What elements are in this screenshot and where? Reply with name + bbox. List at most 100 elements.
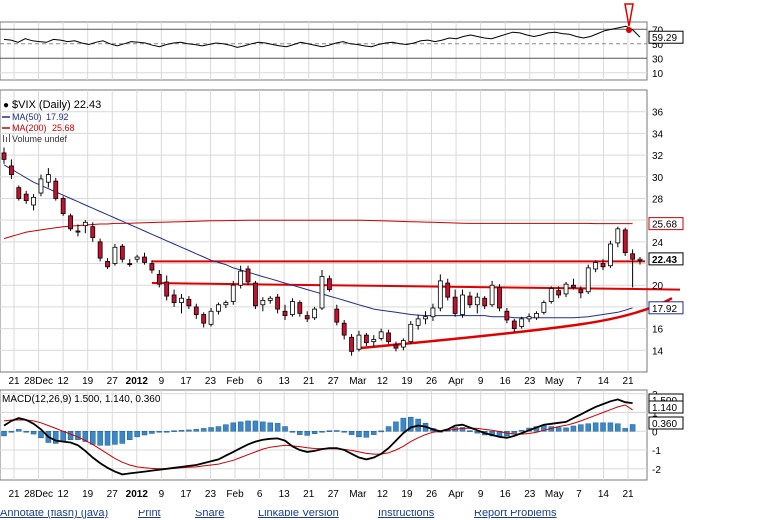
macd-histogram-bar (363, 431, 370, 438)
candle-body (378, 331, 384, 339)
macd-histogram-bar (112, 431, 118, 445)
price-x-tick-label: 28Dec (24, 376, 53, 387)
candle-body (526, 316, 532, 320)
candle-body (615, 228, 621, 244)
macd-histogram-bar (393, 421, 399, 432)
price-y-tick-label: 24 (652, 238, 664, 249)
report-problems-link[interactable]: Report Problems (474, 510, 557, 519)
macd-x-tick-label: Mar (349, 489, 367, 500)
macd-y-tick-label: -1 (652, 446, 661, 457)
share-link[interactable]: Share (195, 510, 225, 519)
price-value-label: 25.68 (652, 220, 677, 231)
macd-histogram-bar (356, 431, 362, 438)
rising-trendline (358, 297, 673, 350)
ma50-legend-name: MA(50) (12, 112, 42, 122)
candle-body (571, 284, 576, 288)
candle-body (112, 246, 118, 264)
candle-body (356, 334, 362, 350)
macd-histogram-bar (385, 426, 392, 432)
macd-value-box (648, 400, 684, 414)
ma50-line (3, 164, 633, 319)
price-x-tick-label: Feb (226, 376, 244, 387)
macd-histogram-bar (82, 431, 89, 442)
candle-body (489, 284, 495, 306)
macd-y-tick-label: -2 (652, 465, 661, 476)
macd-histogram-bar (585, 423, 591, 432)
macd-histogram-bar (119, 431, 126, 444)
candle-body (482, 297, 488, 307)
macd-value-box (648, 416, 684, 430)
macd-x-tick-label: 28Dec (24, 489, 53, 500)
macd-histogram-bar (407, 416, 414, 432)
macd-histogram-bar (30, 431, 37, 435)
candle-body (253, 282, 258, 307)
price-x-tick-label: 19 (82, 376, 94, 387)
candle-body (556, 290, 562, 296)
macd-histogram-bar (149, 431, 155, 434)
candle-body (16, 187, 22, 199)
macd-histogram-bar (555, 427, 562, 432)
candle-body (474, 296, 480, 306)
macd-x-tick-label: 16 (500, 489, 512, 500)
candle-body (393, 344, 399, 349)
macd-x-tick-label: 17 (180, 489, 192, 500)
macd-x-tick-label: Apr (448, 489, 464, 500)
macd-histogram-bar (600, 422, 606, 432)
candle-body (97, 241, 103, 259)
macd-histogram-bar (163, 431, 170, 433)
macd-histogram-bar (126, 431, 133, 440)
candle-body (127, 263, 133, 266)
price-y-tick-label: 20 (652, 281, 664, 292)
macd-histogram-bar (193, 429, 200, 432)
price-value-box (648, 252, 684, 266)
candle-body (511, 320, 517, 330)
macd-y-tick-label: 0 (652, 427, 658, 438)
axis-layer: 212128Dec28Dec12121919272720122012991717… (8, 25, 684, 500)
price-x-tick-label: 9 (159, 376, 165, 387)
macd-histogram-bar (615, 423, 621, 432)
candle-body (1, 152, 7, 160)
macd-histogram-bar (134, 431, 140, 438)
price-y-tick-label: 36 (652, 108, 664, 119)
candle-body (90, 226, 96, 238)
macd-histogram-bar (223, 424, 229, 432)
candle-body (149, 263, 155, 271)
price-chart-title: $VIX (Daily) 22.43 (12, 99, 101, 111)
price-x-tick-label: 7 (576, 376, 582, 387)
price-x-tick-label: 21 (8, 376, 20, 387)
candle-body (208, 310, 214, 325)
candle-body (452, 296, 458, 314)
macd-chart-title: MACD(12,26,9) 1.500, 1.140, 0.360 (2, 394, 161, 405)
rsi-y-tick-label: 50 (652, 40, 664, 51)
price-x-tick-label: 2012 (126, 376, 149, 387)
candle-body (290, 301, 295, 315)
macd-histogram-bar (104, 431, 111, 446)
candle-body (134, 256, 140, 260)
price-x-tick-label: 19 (401, 376, 413, 387)
candle-body (75, 230, 81, 233)
price-y-tick-label: 34 (652, 129, 664, 140)
macd-y-tick-label: 1 (652, 409, 658, 420)
linkable-version-link[interactable]: Linkable Version (258, 510, 339, 519)
ma200-legend-value: 25.68 (52, 123, 75, 133)
instructions-link[interactable]: Instructions (378, 510, 435, 519)
rsi-layer (3, 25, 641, 48)
macd-histogram-bar (297, 431, 303, 435)
candle-body (467, 295, 473, 306)
macd-histogram-bar (467, 430, 473, 432)
candle-body (193, 306, 199, 315)
macd-histogram-bar (578, 424, 584, 432)
print-link[interactable]: Print (138, 510, 161, 519)
candle-body (304, 315, 310, 320)
macd-histogram-bar (319, 431, 325, 433)
macd-histogram-bar (215, 426, 222, 432)
ma200-line (3, 219, 633, 240)
annotate-link[interactable]: Annotate (flash) (java) (0, 510, 109, 519)
macd-histogram-bar (289, 431, 296, 433)
candle-body (437, 280, 443, 309)
price-x-tick-label: 21 (622, 376, 634, 387)
macd-histogram-bar (53, 431, 59, 444)
macd-histogram-bar (282, 426, 288, 432)
price-y-tick-label: 30 (652, 173, 664, 184)
